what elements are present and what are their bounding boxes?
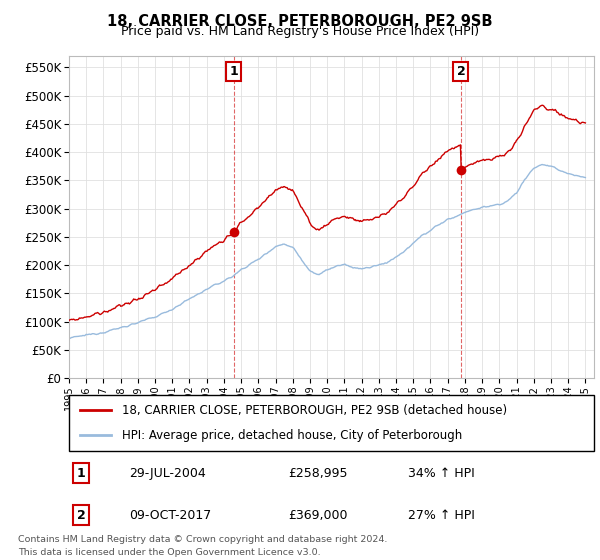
FancyBboxPatch shape — [69, 395, 594, 451]
Text: 27% ↑ HPI: 27% ↑ HPI — [408, 508, 475, 522]
Text: 1: 1 — [77, 466, 85, 480]
Text: 18, CARRIER CLOSE, PETERBOROUGH, PE2 9SB: 18, CARRIER CLOSE, PETERBOROUGH, PE2 9SB — [107, 14, 493, 29]
Text: 18, CARRIER CLOSE, PETERBOROUGH, PE2 9SB (detached house): 18, CARRIER CLOSE, PETERBOROUGH, PE2 9SB… — [121, 404, 506, 417]
Text: Price paid vs. HM Land Registry's House Price Index (HPI): Price paid vs. HM Land Registry's House … — [121, 25, 479, 38]
Text: £369,000: £369,000 — [288, 508, 347, 522]
Text: £258,995: £258,995 — [288, 466, 347, 480]
Text: 2: 2 — [457, 66, 466, 78]
Text: 29-JUL-2004: 29-JUL-2004 — [129, 466, 206, 480]
Text: 1: 1 — [229, 66, 238, 78]
Text: 2: 2 — [77, 508, 85, 522]
Text: HPI: Average price, detached house, City of Peterborough: HPI: Average price, detached house, City… — [121, 428, 462, 442]
Text: Contains HM Land Registry data © Crown copyright and database right 2024.
This d: Contains HM Land Registry data © Crown c… — [18, 535, 388, 557]
Text: 34% ↑ HPI: 34% ↑ HPI — [408, 466, 475, 480]
Text: 09-OCT-2017: 09-OCT-2017 — [129, 508, 211, 522]
